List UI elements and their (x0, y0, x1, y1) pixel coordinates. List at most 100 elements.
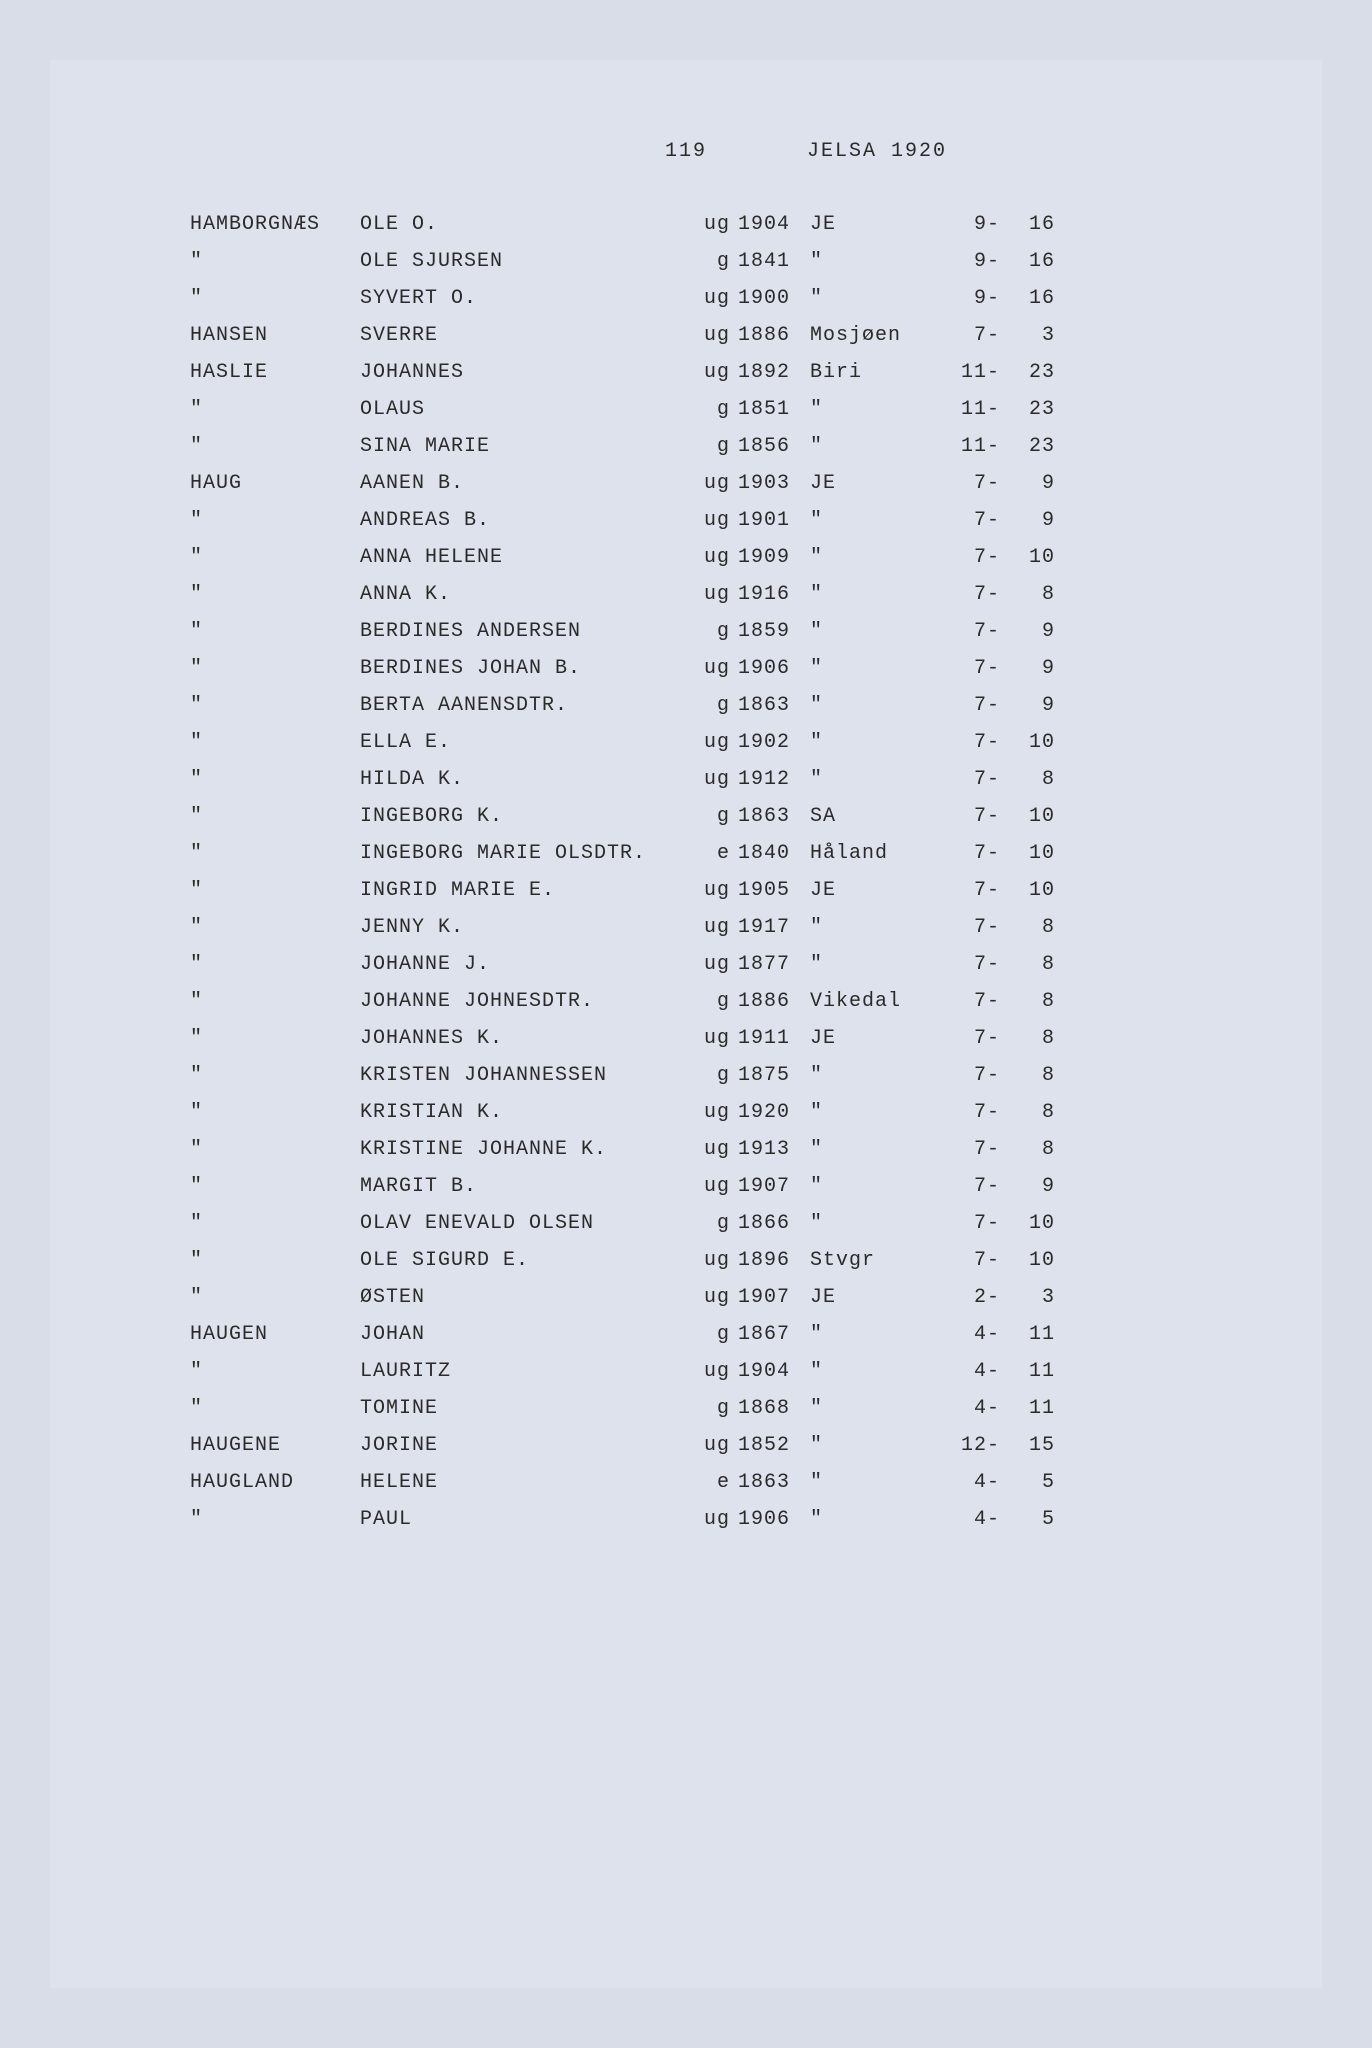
cell-year: 1896 (738, 1249, 810, 1272)
cell-year: 1917 (738, 916, 810, 939)
cell-name: JORINE (360, 1434, 690, 1457)
cell-status: g (690, 805, 738, 828)
cell-ref2: 16 (1000, 250, 1055, 273)
cell-surname: " (190, 1175, 360, 1198)
cell-ref2: 11 (1000, 1360, 1055, 1383)
cell-ref1: 7- (950, 620, 1000, 643)
cell-place: " (810, 1471, 950, 1494)
cell-ref2: 23 (1000, 398, 1055, 421)
cell-status: g (690, 1064, 738, 1087)
table-row: "TOMINEg1868"4-11 (190, 1397, 1222, 1420)
cell-year: 1920 (738, 1101, 810, 1124)
cell-ref1: 7- (950, 953, 1000, 976)
cell-place: " (810, 398, 950, 421)
cell-status: g (690, 250, 738, 273)
census-table: HAMBORGNÆSOLE O.ug1904JE9-16"OLE SJURSEN… (190, 213, 1222, 1531)
cell-status: g (690, 435, 738, 458)
cell-surname: " (190, 879, 360, 902)
cell-ref1: 9- (950, 250, 1000, 273)
cell-status: ug (690, 361, 738, 384)
cell-status: ug (690, 768, 738, 791)
table-row: "KRISTINE JOHANNE K.ug1913"7-8 (190, 1138, 1222, 1161)
cell-place: " (810, 1323, 950, 1346)
cell-name: HELENE (360, 1471, 690, 1494)
cell-ref1: 7- (950, 1175, 1000, 1198)
cell-year: 1875 (738, 1064, 810, 1087)
cell-name: AANEN B. (360, 472, 690, 495)
cell-ref2: 10 (1000, 805, 1055, 828)
cell-surname: " (190, 287, 360, 310)
cell-ref2: 8 (1000, 1064, 1055, 1087)
cell-ref2: 16 (1000, 213, 1055, 236)
cell-status: ug (690, 1249, 738, 1272)
cell-surname: HAUGLAND (190, 1471, 360, 1494)
table-row: "JOHANNE JOHNESDTR.g1886Vikedal7-8 (190, 990, 1222, 1013)
table-row: HASLIEJOHANNESug1892Biri11-23 (190, 361, 1222, 384)
table-row: "KRISTIAN K.ug1920"7-8 (190, 1101, 1222, 1124)
cell-surname: " (190, 620, 360, 643)
cell-place: JE (810, 213, 950, 236)
cell-surname: " (190, 1064, 360, 1087)
cell-year: 1916 (738, 583, 810, 606)
table-row: "ANNA K.ug1916"7-8 (190, 583, 1222, 606)
cell-ref2: 8 (1000, 583, 1055, 606)
cell-surname: " (190, 731, 360, 754)
cell-place: " (810, 1138, 950, 1161)
cell-surname: " (190, 435, 360, 458)
cell-name: TOMINE (360, 1397, 690, 1420)
cell-ref1: 11- (950, 361, 1000, 384)
cell-place: " (810, 1434, 950, 1457)
cell-place: " (810, 583, 950, 606)
cell-status: ug (690, 546, 738, 569)
cell-surname: " (190, 953, 360, 976)
cell-ref1: 7- (950, 879, 1000, 902)
cell-surname: " (190, 1286, 360, 1309)
cell-status: g (690, 990, 738, 1013)
cell-place: Mosjøen (810, 324, 950, 347)
cell-ref2: 9 (1000, 509, 1055, 532)
table-row: "JOHANNES K.ug1911JE7-8 (190, 1027, 1222, 1050)
cell-surname: " (190, 1101, 360, 1124)
cell-year: 1866 (738, 1212, 810, 1235)
cell-place: " (810, 250, 950, 273)
cell-status: ug (690, 1138, 738, 1161)
cell-place: " (810, 768, 950, 791)
cell-place: Vikedal (810, 990, 950, 1013)
page-number: 119 (665, 140, 707, 163)
table-row: "SINA MARIEg1856"11-23 (190, 435, 1222, 458)
cell-place: " (810, 287, 950, 310)
cell-ref1: 4- (950, 1471, 1000, 1494)
table-row: "MARGIT B.ug1907"7-9 (190, 1175, 1222, 1198)
cell-surname: " (190, 1027, 360, 1050)
table-row: "OLAUSg1851"11-23 (190, 398, 1222, 421)
cell-status: g (690, 1323, 738, 1346)
cell-year: 1907 (738, 1286, 810, 1309)
cell-year: 1867 (738, 1323, 810, 1346)
cell-ref2: 9 (1000, 694, 1055, 717)
cell-place: " (810, 1397, 950, 1420)
cell-place: Biri (810, 361, 950, 384)
cell-name: SVERRE (360, 324, 690, 347)
cell-year: 1906 (738, 1508, 810, 1531)
cell-place: JE (810, 1286, 950, 1309)
cell-ref1: 7- (950, 916, 1000, 939)
cell-year: 1863 (738, 694, 810, 717)
cell-name: BERDINES JOHAN B. (360, 657, 690, 680)
table-row: "PAULug1906"4-5 (190, 1508, 1222, 1531)
cell-status: ug (690, 287, 738, 310)
cell-status: ug (690, 879, 738, 902)
cell-year: 1904 (738, 1360, 810, 1383)
cell-ref1: 7- (950, 694, 1000, 717)
cell-place: " (810, 1212, 950, 1235)
cell-name: JOHAN (360, 1323, 690, 1346)
cell-ref2: 11 (1000, 1323, 1055, 1346)
cell-place: " (810, 1360, 950, 1383)
cell-status: e (690, 842, 738, 865)
table-row: HAUGENJOHANg1867"4-11 (190, 1323, 1222, 1346)
cell-ref1: 7- (950, 990, 1000, 1013)
cell-name: KRISTINE JOHANNE K. (360, 1138, 690, 1161)
cell-year: 1900 (738, 287, 810, 310)
cell-surname: HAUG (190, 472, 360, 495)
cell-year: 1886 (738, 324, 810, 347)
cell-ref2: 10 (1000, 879, 1055, 902)
